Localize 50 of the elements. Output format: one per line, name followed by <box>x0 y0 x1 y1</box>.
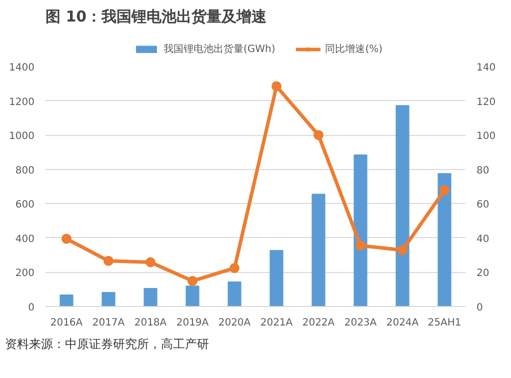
x-tick-label: 2019A <box>176 318 209 328</box>
bar <box>396 105 410 306</box>
x-tick-label: 25AH1 <box>428 318 462 328</box>
point <box>272 81 282 92</box>
y2-tick-label: 40 <box>476 234 490 245</box>
y2-tick-label: 60 <box>476 200 490 211</box>
y2-tick-label: 80 <box>476 165 490 176</box>
y-tick-label: 800 <box>15 165 35 176</box>
y2-tick-label: 100 <box>476 131 496 142</box>
y-tick-label: 200 <box>15 268 35 280</box>
point <box>314 130 324 140</box>
x-tick-label: 2021A <box>260 318 293 328</box>
y-tick-label: 400 <box>15 234 35 245</box>
y2-tick-label: 20 <box>476 268 490 280</box>
bar <box>438 173 452 306</box>
y-tick-label: 1000 <box>9 131 35 142</box>
y2-tick-label: 0 <box>476 302 483 314</box>
x-tick-label: 2023A <box>344 318 377 328</box>
y-tick-label: 0 <box>28 302 35 314</box>
legend-label: 我国锂电池出货量(GWh) <box>163 42 276 56</box>
y2-tick-label: 140 <box>476 62 496 74</box>
bar <box>186 286 200 306</box>
point <box>230 263 240 274</box>
bar <box>270 250 284 306</box>
x-tick-label: 2024A <box>386 318 419 328</box>
y-tick-label: 600 <box>15 200 35 211</box>
point <box>440 185 450 196</box>
bar <box>60 294 74 306</box>
x-tick-label: 2018A <box>134 318 167 328</box>
point <box>356 240 366 251</box>
x-tick-label: 2017A <box>92 318 125 328</box>
bar <box>102 292 116 306</box>
chart-title: 图 10：我国锂电池出货量及增速 <box>46 8 268 26</box>
bar <box>312 194 326 306</box>
x-tick-label: 2022A <box>302 318 335 328</box>
point <box>104 256 114 266</box>
x-tick-label: 2016A <box>50 318 83 328</box>
point <box>188 276 198 286</box>
y2-tick-label: 120 <box>476 96 496 108</box>
text: 资料来源：中原证券研究所，高工产研 <box>5 336 209 353</box>
y-tick-label: 1400 <box>9 62 35 74</box>
bar <box>228 281 242 306</box>
point <box>398 245 408 256</box>
y-tick-label: 1200 <box>9 96 35 108</box>
x-tick-label: 2020A <box>218 318 251 328</box>
legend-label: 同比增速(%) <box>325 42 383 56</box>
point <box>62 234 72 244</box>
bar <box>144 288 158 306</box>
point <box>146 257 156 268</box>
bar <box>354 154 368 306</box>
